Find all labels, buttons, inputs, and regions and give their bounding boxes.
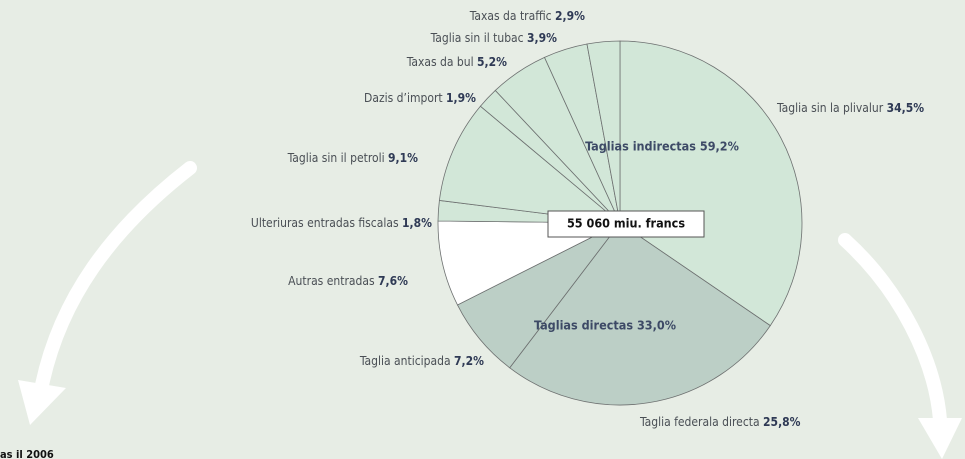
category-label: Taxas da bul [406, 55, 474, 69]
category-label: Ulteriuras entradas fiscalas [251, 216, 399, 230]
slice [586, 40, 621, 224]
slice-label: Taglia sin il petroli 9,1% [287, 151, 419, 165]
footer: as il 2006 [0, 448, 54, 459]
category-label: Taglia anticipada [359, 354, 451, 368]
value-label: 2,9% [555, 9, 585, 23]
category-label: Taglia sin il tubac [430, 31, 524, 45]
category-label: Taglia sin la plivalur [776, 101, 884, 115]
category-label: Taglia sin il petroli [287, 151, 385, 165]
value-label: 9,1% [388, 151, 418, 165]
slice [509, 222, 771, 406]
category-label: Autras entradas [288, 274, 375, 288]
slice-label: Taglia anticipada 7,2% [359, 354, 484, 368]
total-label: 55 060 miu. francs [567, 216, 685, 231]
slice-label: Dazis d’import 1,9% [364, 91, 476, 105]
slice [438, 105, 622, 224]
slice-label: Taglia sin il tubac 3,9% [430, 31, 558, 45]
category-label: Taxas da traffic [469, 9, 552, 23]
category-label: Dazis d’import [364, 91, 443, 105]
arrow-head [18, 380, 66, 425]
value-label: 5,2% [477, 55, 507, 69]
category-label: Taglia federala directa [639, 415, 760, 429]
slice-label: Autras entradas 7,6% [288, 274, 408, 288]
slice-label: Taglia sin la plivalur 34,5% [776, 101, 924, 115]
value-label: 25,8% [763, 415, 801, 429]
value-label: 3,9% [527, 31, 557, 45]
slice-label: Taxas da traffic 2,9% [469, 9, 585, 23]
slice [619, 40, 803, 327]
value-label: 1,8% [402, 216, 432, 230]
group-label: Taglias indirectas 59,2% [585, 139, 739, 154]
slice-label: Taglia federala directa 25,8% [639, 415, 801, 429]
value-label: 7,2% [454, 354, 484, 368]
arrow [838, 233, 947, 427]
slice-label: Taxas da bul 5,2% [406, 55, 507, 69]
total-box [547, 210, 705, 238]
value-label: 7,6% [378, 274, 408, 288]
slice-label: Ulteriuras entradas fiscalas 1,8% [251, 216, 432, 230]
group-label: Taglias directas 33,0% [534, 318, 676, 333]
value-label: 34,5% [887, 101, 925, 115]
arrow [35, 161, 197, 392]
value-label: 1,9% [446, 91, 476, 105]
arrow-head [918, 418, 962, 459]
